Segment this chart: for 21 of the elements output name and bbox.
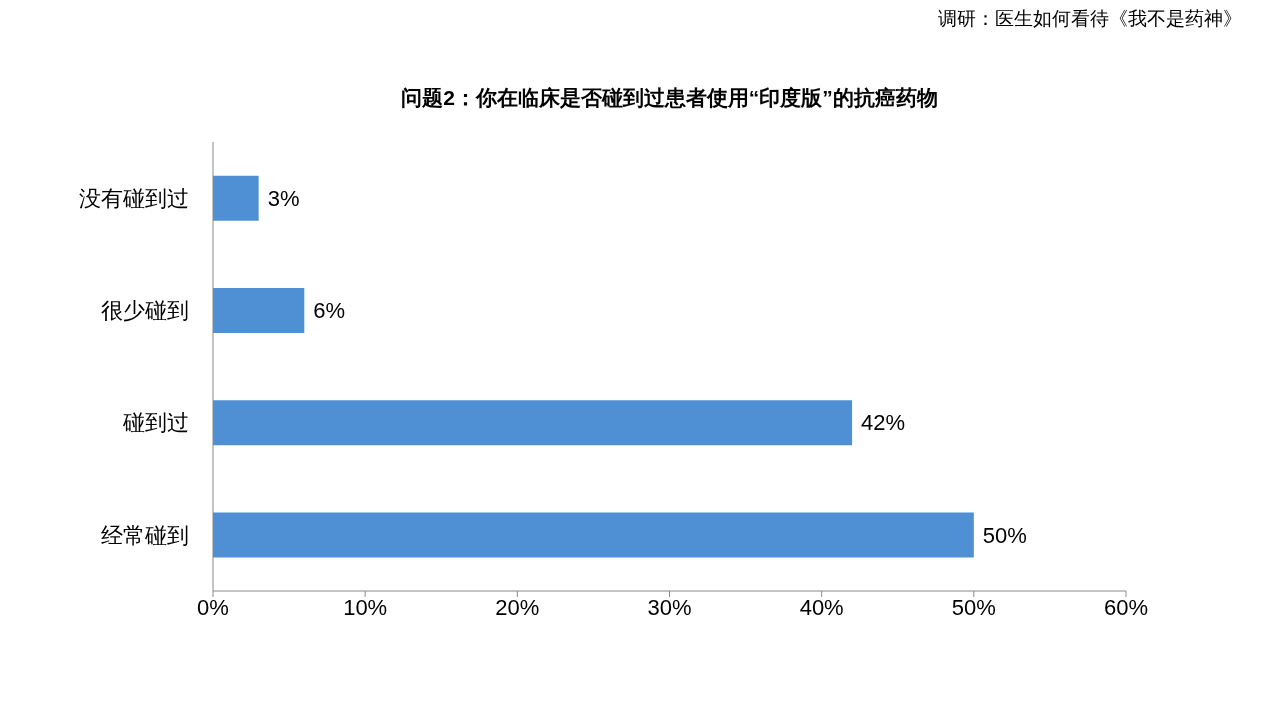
text: 调研：医生如何看待《我不是药神》 bbox=[938, 7, 1242, 31]
data-label: 42% bbox=[861, 410, 906, 436]
y-tick-label: 没有碰到过 bbox=[79, 185, 189, 211]
x-tick-label: 30% bbox=[647, 594, 692, 620]
data-label: 50% bbox=[982, 522, 1027, 548]
data-label: 3% bbox=[267, 185, 300, 211]
bar bbox=[213, 512, 974, 558]
x-tick-label: 10% bbox=[343, 594, 388, 620]
chart-title: 问题2：你在临床是否碰到过患者使用“印度版”的抗癌药物 bbox=[400, 85, 939, 111]
y-tick-label: 很少碰到 bbox=[101, 298, 189, 324]
y-tick-label: 碰到过 bbox=[122, 410, 189, 436]
x-tick-label: 20% bbox=[495, 594, 540, 620]
bar bbox=[213, 175, 259, 221]
x-tick-label: 60% bbox=[1103, 594, 1149, 620]
x-tick-label: 50% bbox=[951, 594, 996, 620]
data-label: 6% bbox=[313, 298, 346, 324]
y-tick-label: 经常碰到 bbox=[101, 522, 189, 548]
x-tick-label: 0% bbox=[197, 594, 229, 620]
x-tick-label: 40% bbox=[799, 594, 844, 620]
bar bbox=[213, 287, 305, 333]
bar bbox=[213, 400, 853, 446]
